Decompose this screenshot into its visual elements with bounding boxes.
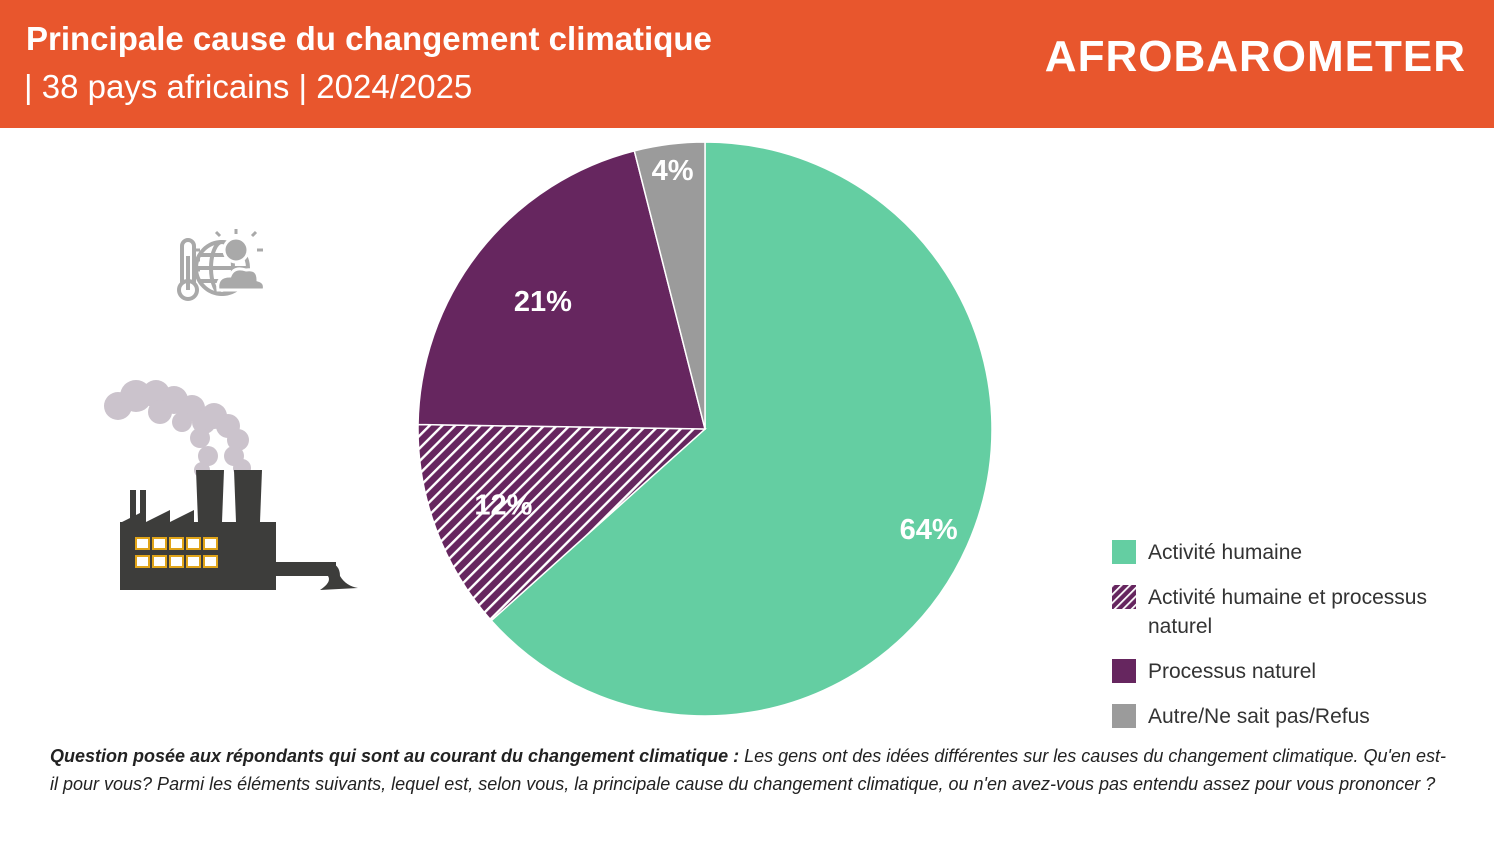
pie-slice-natural [417,149,706,430]
afrobarometer-logo: AFROBAROMETER [1044,32,1466,81]
chart-title: Principale cause du changement climatiqu… [26,20,712,57]
pie-label-human: 64% [900,514,958,546]
legend-label-natural: Processus naturel [1148,660,1317,683]
legend-swatch-natural [1112,659,1136,683]
legend-label-other: Autre/Ne sait pas/Refus [1148,705,1370,728]
header-banner: Principale cause du changement climatiqu… [0,0,1494,128]
legend-item-natural: Processus naturel [1112,657,1452,686]
legend-swatch-other [1112,704,1136,728]
pie-chart: 64% 12% 21% 4% [417,141,993,717]
pie-label-mixed: 12% [474,489,532,521]
legend-item-mixed: Activité humaine et processus naturel [1112,583,1452,641]
legend-swatch-human [1112,540,1136,564]
legend-swatch-mixed [1112,585,1136,609]
climate-thermometer-globe-icon [177,229,266,301]
pie-label-other: 4% [652,155,694,187]
question-footnote: Question posée aux répondants qui sont a… [50,742,1450,798]
factory-pollution-icon [104,380,358,590]
pie-slice-human [490,141,993,717]
legend-label-human: Activité humaine [1148,541,1303,564]
pie-slice-mixed [417,423,707,622]
question-text: Les gens ont des idées différentes sur l… [50,746,1446,794]
legend-label-mixed: Activité humaine et processus naturel [1148,586,1427,638]
chart-legend: Activité humaine Activité humaine et pro… [1112,538,1452,747]
pie-label-natural: 21% [514,286,572,318]
legend-item-human: Activité humaine [1112,538,1452,567]
chart-subtitle: | 38 pays africains | 2024/2025 [24,68,473,105]
question-lead: Question posée aux répondants qui sont a… [50,746,740,766]
pie-slice-other [633,141,706,430]
legend-item-other: Autre/Ne sait pas/Refus [1112,702,1452,731]
